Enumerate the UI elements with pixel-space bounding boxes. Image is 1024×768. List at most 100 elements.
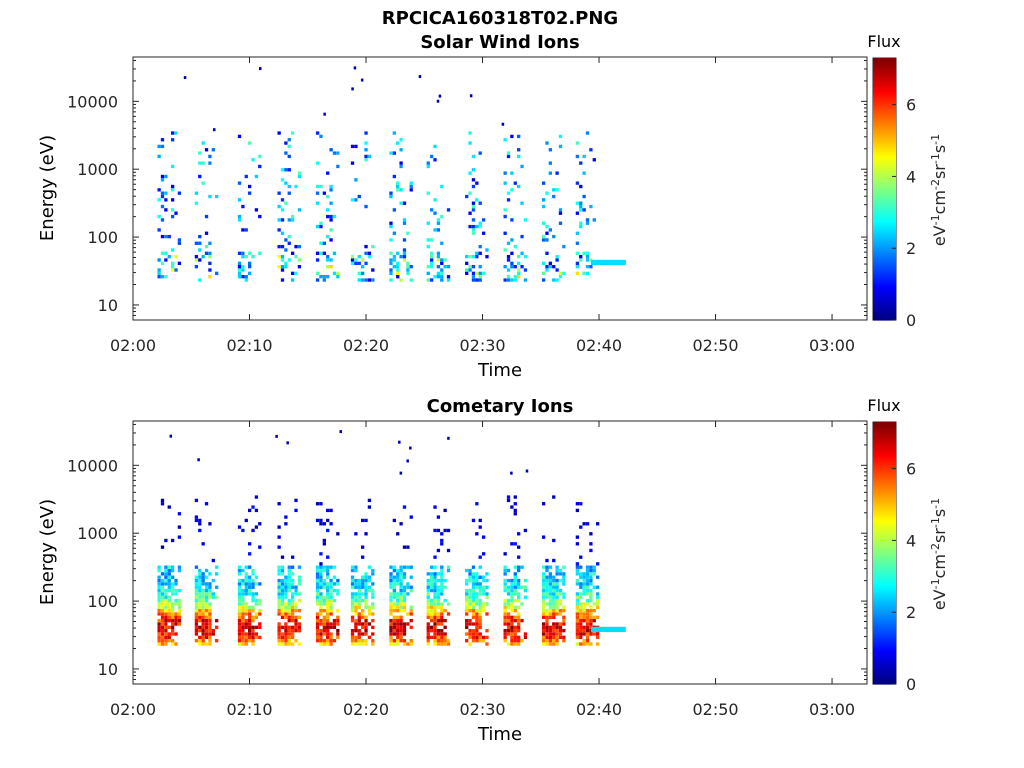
- flux-cell: [177, 622, 182, 626]
- flux-cell: [446, 568, 451, 573]
- flux-cell: [241, 588, 245, 593]
- colorbar-swatch: [873, 198, 896, 201]
- flux-cell: [446, 612, 451, 616]
- flux-cell: [392, 231, 396, 235]
- colorbar-swatch: [873, 282, 896, 285]
- flux-cell: [204, 251, 209, 255]
- flux-cell: [167, 234, 171, 239]
- flux-cell: [517, 639, 521, 643]
- flux-cell: [517, 271, 521, 276]
- flux-cell: [280, 555, 285, 559]
- flux-cell: [371, 572, 375, 576]
- colorbar-swatch: [873, 648, 896, 651]
- flux-cell: [319, 642, 323, 646]
- flux-cell: [545, 612, 549, 616]
- flux-cell: [177, 602, 182, 606]
- flux-cell: [503, 618, 507, 623]
- flux-cell: [329, 635, 333, 640]
- colorbar-swatch: [873, 150, 896, 153]
- flux-cell: [471, 629, 476, 633]
- flux-cell: [361, 258, 365, 262]
- flux-cell: [475, 592, 479, 596]
- flux-cell: [319, 622, 323, 626]
- flux-cell: [322, 578, 326, 583]
- x-tick-label: 03:00: [809, 336, 855, 355]
- flux-cell: [389, 572, 393, 576]
- flux-cell: [596, 615, 600, 619]
- flux-cell: [329, 148, 333, 152]
- colorbar-swatch: [873, 428, 896, 431]
- flux-cell: [326, 555, 330, 559]
- flux-cell: [562, 578, 566, 583]
- flux-cell: [562, 572, 566, 576]
- x-tick-label: 02:50: [692, 700, 738, 719]
- flux-cell: [510, 635, 514, 640]
- flux-cell: [315, 632, 320, 636]
- flux-cell: [241, 639, 245, 643]
- flux-cell: [290, 615, 295, 619]
- flux-cell: [208, 612, 212, 616]
- flux-cell: [426, 605, 430, 609]
- flux-cell: [440, 618, 444, 623]
- flux-cell: [440, 271, 444, 276]
- flux-cell: [575, 632, 580, 636]
- flux-cell: [237, 134, 242, 139]
- flux-cell: [277, 595, 281, 599]
- flux-cell: [211, 629, 215, 633]
- flux-cell: [364, 261, 368, 266]
- flux-cell: [194, 608, 199, 613]
- flux-cell: [241, 635, 245, 640]
- flux-cell: [183, 76, 187, 80]
- flux-cell: [579, 592, 583, 596]
- flux-cell: [297, 592, 302, 596]
- flux-cell: [440, 582, 444, 586]
- colorbar-swatch: [873, 230, 896, 233]
- flux-cell: [297, 258, 302, 262]
- flux-cell: [399, 572, 403, 576]
- flux-cell: [319, 275, 323, 279]
- flux-cell: [558, 275, 563, 279]
- flux-cell: [589, 615, 593, 619]
- flux-cell: [167, 639, 171, 643]
- flux-cell: [160, 545, 165, 549]
- flux-cell: [247, 592, 252, 596]
- flux-cell: [510, 598, 514, 603]
- flux-cell: [194, 588, 199, 593]
- flux-cell: [396, 578, 400, 583]
- flux-cell: [481, 639, 486, 643]
- flux-cell: [399, 565, 403, 569]
- flux-cell: [294, 184, 298, 189]
- flux-cell: [315, 622, 320, 626]
- flux-cell: [503, 612, 507, 616]
- flux-cell: [506, 198, 511, 202]
- flux-cell: [170, 625, 175, 630]
- flux-cell: [237, 198, 242, 202]
- flux-cell: [517, 595, 521, 599]
- flux-cell: [471, 275, 476, 279]
- flux-cell: [160, 502, 165, 506]
- flux-cell: [409, 446, 412, 450]
- flux-cell: [552, 575, 556, 579]
- flux-cell: [237, 642, 242, 646]
- flux-cell: [517, 615, 521, 619]
- colorbar-swatch: [873, 110, 896, 113]
- flux-cell: [197, 458, 200, 462]
- flux-cell: [440, 608, 444, 613]
- colorbar-swatch: [873, 424, 896, 427]
- flux-cell: [510, 578, 514, 583]
- flux-cell: [336, 582, 340, 586]
- flux-cell: [319, 518, 323, 523]
- flux-cell: [541, 615, 546, 619]
- flux-cell: [319, 241, 323, 245]
- flux-cell: [364, 618, 368, 623]
- flux-cell: [357, 595, 361, 599]
- flux-cell: [164, 605, 168, 609]
- flux-cell: [174, 598, 178, 603]
- flux-cell: [160, 191, 165, 195]
- flux-cell: [297, 565, 302, 569]
- flux-cell: [436, 572, 441, 576]
- flux-cell: [475, 598, 479, 603]
- flux-cell: [399, 254, 403, 259]
- flux-cell: [433, 592, 437, 596]
- flux-cell: [389, 622, 393, 626]
